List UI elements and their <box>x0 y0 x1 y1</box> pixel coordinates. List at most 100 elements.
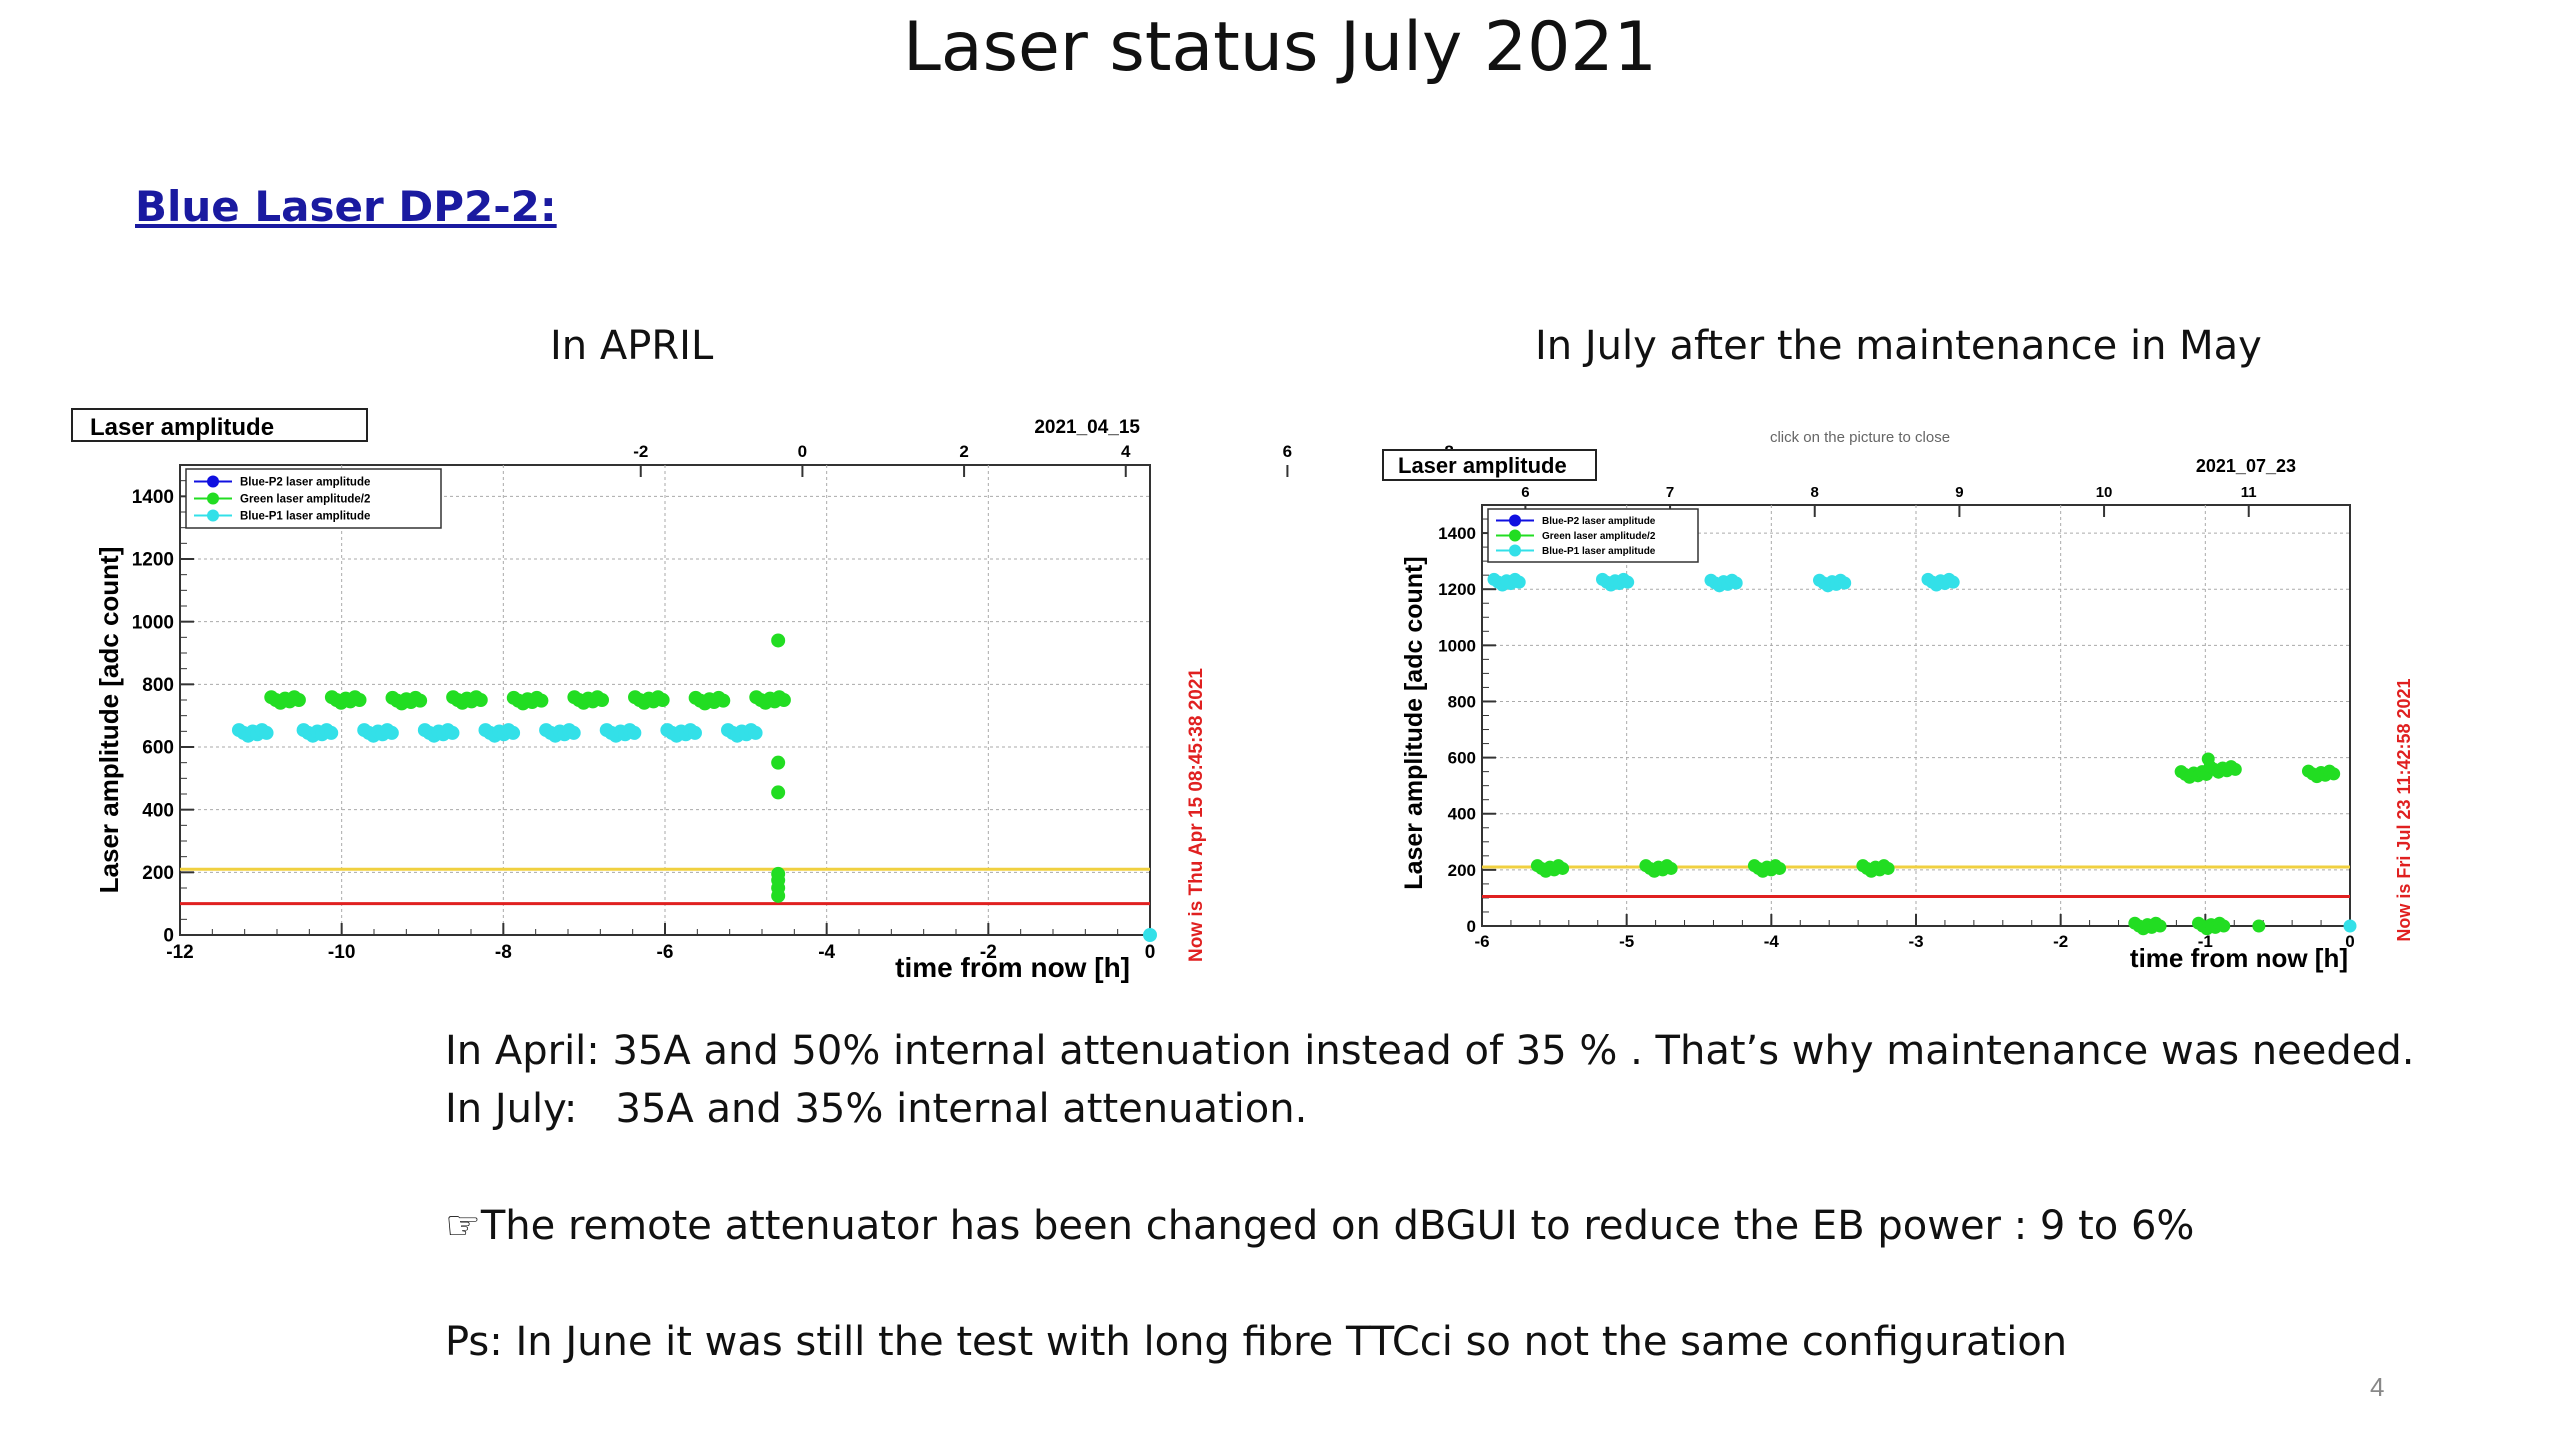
x-tick-label: -5 <box>1619 932 1634 951</box>
cyan-data-point <box>506 725 521 740</box>
y-tick-label: 400 <box>142 800 174 821</box>
green-data-point <box>1881 861 1895 875</box>
legend-marker <box>207 492 219 505</box>
green-data-cluster <box>264 690 306 710</box>
cyan-data-point <box>324 725 339 740</box>
x-axis-label: time from now [h] <box>2130 943 2348 973</box>
cyan-data-cluster <box>1921 572 1960 592</box>
green-data-point <box>595 693 610 707</box>
green-data-point <box>776 693 791 707</box>
section-subtitle[interactable]: Blue Laser DP2-2: <box>135 182 557 231</box>
green-data-cluster <box>385 690 428 711</box>
x-tick-label: -10 <box>328 942 355 963</box>
green-data-point <box>473 693 488 707</box>
cyan-data-point <box>627 725 642 740</box>
green-data-point <box>413 693 428 708</box>
green-data-point <box>2228 762 2242 776</box>
green-data-point <box>771 633 786 648</box>
cyan-data-cluster <box>296 723 339 743</box>
slide-title: Laser status July 2021 <box>903 8 1657 87</box>
green-data-point <box>1664 861 1678 875</box>
green-data-cluster <box>567 690 610 710</box>
plot-area: -12 -10 -8 -6 -4 -2 0 0 200 400 600 800 1000 1200 1400… <box>132 442 1454 963</box>
legend-marker <box>1509 514 1521 527</box>
green-data-point <box>771 888 786 903</box>
top-tick-label: 2 <box>959 442 968 461</box>
page-number: 4 <box>2370 1372 2385 1402</box>
x-tick-label: -3 <box>1908 932 1923 951</box>
chart-title-box <box>1382 449 1597 481</box>
cyan-data-point <box>1729 576 1743 590</box>
green-data-cluster <box>749 690 791 710</box>
y-tick-label: 1400 <box>132 487 174 508</box>
green-data-cluster <box>2128 916 2167 936</box>
y-tick-label: 800 <box>142 675 174 696</box>
caption-july: In July after the maintenance in May <box>1535 323 2262 369</box>
top-note: click on the picture to close <box>1770 429 1950 446</box>
top-tick-label: 9 <box>1955 484 1963 501</box>
cyan-data-cluster <box>1595 572 1635 592</box>
plot-area: -6 -5 -4 -3 -2 -1 0 0 200 400 600 800 1000 1200 1400 6 7… <box>1438 484 2357 951</box>
green-data-point <box>291 693 306 707</box>
x-tick-label: -1 <box>2198 932 2213 951</box>
y-tick-label: 1200 <box>132 550 174 571</box>
cyan-data-point <box>687 725 702 740</box>
green-data-cluster <box>1747 859 1787 878</box>
legend-entry: Green laser amplitude/2 <box>1542 531 1656 542</box>
caption-april: In APRIL <box>550 323 714 369</box>
top-tick-label: 0 <box>798 442 807 461</box>
legend-entry: Blue-P2 laser amplitude <box>1542 516 1656 527</box>
cyan-data-cluster <box>1704 573 1743 593</box>
y-tick-label: 1400 <box>1438 524 1476 543</box>
green-data-point <box>716 693 731 708</box>
legend-entry: Blue-P2 laser amplitude <box>240 477 370 489</box>
chart-july: click on the picture to close Laser ampl… <box>1382 429 2414 973</box>
legend-entry: Blue-P1 laser amplitude <box>1542 546 1656 557</box>
cyan-data-point <box>566 725 581 740</box>
y-tick-label: 200 <box>1448 861 1476 880</box>
chart-april: Laser amplitude 2021_04_15 Laser amplitu… <box>71 408 1454 983</box>
legend-marker <box>207 509 219 522</box>
cyan-data-point <box>259 725 274 740</box>
top-tick-label: -2 <box>633 442 648 461</box>
now-label: Now is Thu Apr 15 08:45:38 2021 <box>1186 668 1207 962</box>
cyan-data-cluster <box>720 723 763 743</box>
green-data-point <box>771 785 786 800</box>
cyan-data-cluster <box>660 723 702 743</box>
top-tick-label: 7 <box>1666 484 1674 501</box>
green-data-point <box>534 693 549 708</box>
chart-title: Laser amplitude <box>1398 453 1567 478</box>
now-label: Now is Fri Jul 23 11:42:58 2021 <box>2394 678 2414 941</box>
green-data-point <box>1773 861 1787 875</box>
green-data-cluster <box>446 690 488 710</box>
legend-entry: Green laser amplitude/2 <box>240 494 370 506</box>
cyan-data-point <box>445 725 460 740</box>
cyan-data-cluster <box>599 723 642 743</box>
x-tick-label: -2 <box>2053 932 2068 951</box>
cyan-data-point <box>384 725 399 740</box>
cyan-data-cluster <box>357 723 399 743</box>
y-axis-label: Laser amplitude [adc count] <box>94 547 124 894</box>
green-data-cluster <box>2203 760 2242 779</box>
y-axis-label: Laser amplitude [adc count] <box>1400 556 1428 889</box>
cyan-data-point <box>1143 928 1157 942</box>
green-data-cluster <box>2192 916 2231 936</box>
y-tick-label: 1000 <box>132 612 174 633</box>
date-label: 2021_04_15 <box>1034 417 1140 438</box>
legend-entry: Blue-P1 laser amplitude <box>240 511 370 523</box>
cyan-data-point <box>1621 575 1635 589</box>
x-tick-label: -6 <box>1474 932 1489 951</box>
green-data-cluster <box>1530 859 1570 878</box>
green-data-point <box>2252 919 2266 933</box>
green-data-cluster <box>1639 859 1678 878</box>
top-tick-label: 6 <box>1521 484 1529 501</box>
green-data-point <box>352 693 367 707</box>
cyan-data-cluster <box>539 723 581 743</box>
cyan-data-cluster <box>231 723 274 743</box>
green-data-cluster <box>506 690 549 711</box>
x-axis-label: time from now [h] <box>895 952 1130 983</box>
top-tick-label: 11 <box>2241 484 2257 501</box>
legend-marker <box>207 475 219 488</box>
green-data-cluster <box>324 690 367 710</box>
date-label: 2021_07_23 <box>2196 456 2296 476</box>
